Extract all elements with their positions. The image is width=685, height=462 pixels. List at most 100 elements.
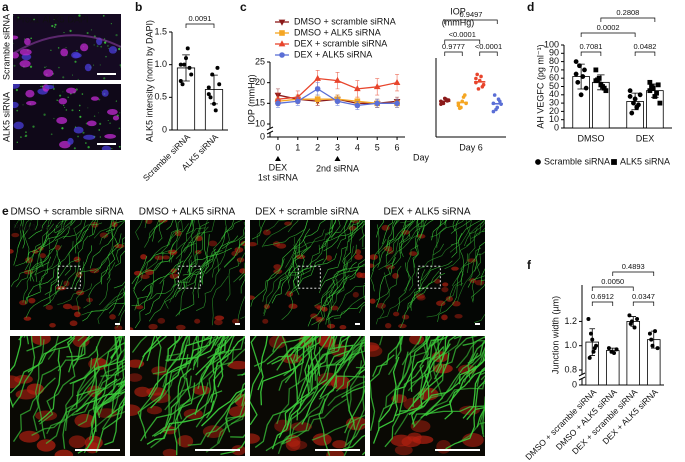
speckle [67,96,69,98]
nucleus [250,242,257,247]
speckle [107,120,109,121]
junction [146,400,215,445]
nucleus [401,436,421,448]
junction [222,226,245,250]
micrograph [10,336,125,456]
nucleus [162,448,178,456]
legend-marker [278,40,286,47]
nucleus [387,249,394,255]
junction [190,220,196,260]
data-point [215,65,220,70]
y-tick-label: 1.0 [564,340,577,350]
junction [12,336,36,407]
junction [35,240,59,282]
junction [250,267,282,307]
nucleus [157,317,166,324]
nucleus [56,286,67,291]
junction [323,220,352,252]
junction [271,264,299,304]
junction [75,220,95,254]
junction [72,336,90,369]
junction [106,220,125,232]
legend-marker [279,30,285,36]
junction [55,220,76,238]
data-point [606,346,611,351]
speckle [17,16,20,19]
data-point [591,349,596,354]
nucleus [268,336,287,349]
image-background [13,14,121,80]
junction [172,259,212,288]
p-value: 0.0050 [601,277,624,286]
nucleus [86,120,97,127]
junction [265,220,287,232]
x-tick-label: DEX [636,133,655,143]
speckle [87,146,90,149]
y-axis-label: IOP (mmHg) [246,74,256,124]
nucleus [441,286,449,293]
junction [266,336,307,365]
junction [167,220,182,247]
speckle [98,112,99,114]
junction [452,220,456,231]
junction [465,220,472,247]
junction [205,235,239,275]
junction [281,336,289,360]
nucleus [416,295,426,301]
junction [318,220,341,250]
junction [437,271,461,322]
speckle [44,66,46,68]
bar [605,350,620,386]
junction [187,220,193,233]
speckle [39,85,41,87]
significance-bracket [612,271,655,276]
image-background [250,220,365,330]
y-tick-label: 0 [260,131,265,141]
speckle [96,45,99,47]
junction [10,336,22,408]
junction [251,220,266,240]
junction [92,220,97,235]
nucleus [68,435,86,449]
speckle [54,23,57,26]
image-title: DEX + scramble siRNA [255,207,359,218]
junction [281,362,322,445]
junction [467,339,485,364]
speckle [58,66,60,69]
junction [225,382,245,433]
junction [185,220,194,242]
junction [188,220,215,243]
junction [348,220,361,230]
data-point [614,347,619,352]
junction [56,220,64,236]
junction [421,336,439,401]
x-tick-label: 0 [275,142,280,152]
nucleus [451,266,459,271]
junction [330,220,348,239]
junction [318,372,337,456]
nucleus [84,63,92,72]
junction [95,401,125,453]
nucleus [104,133,117,139]
junction [326,301,365,321]
nucleus [39,253,46,259]
junction [233,262,245,283]
junction [378,224,411,270]
junction [343,220,352,265]
junction [287,220,299,233]
data-point [655,346,660,351]
junction [197,253,214,299]
legend-marker [535,159,541,165]
junction [76,220,86,241]
junction [378,356,431,423]
junction [430,336,463,360]
junction [387,233,410,276]
nucleus [71,51,81,59]
junction [111,379,125,413]
speckle [111,147,113,150]
x-tick-label: 1 [295,142,300,152]
significance-bracket [634,51,656,56]
junction [139,336,162,419]
junction [329,220,332,236]
junction [402,220,413,242]
